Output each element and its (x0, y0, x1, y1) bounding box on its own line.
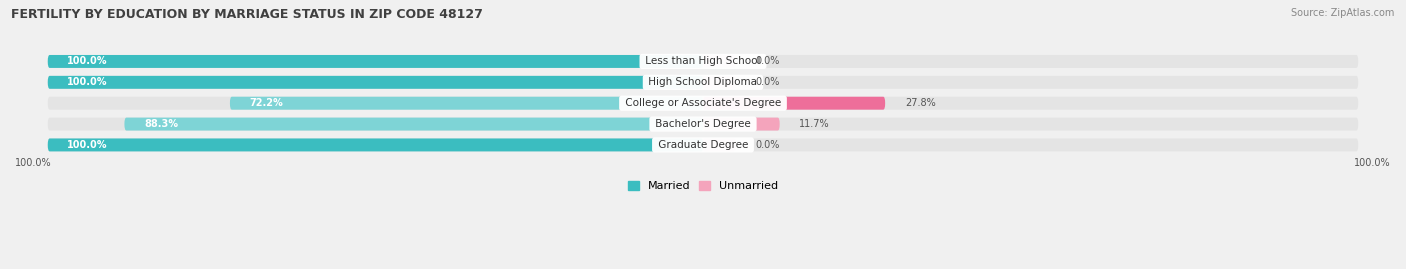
Text: Less than High School: Less than High School (643, 56, 763, 66)
Text: 72.2%: 72.2% (250, 98, 284, 108)
FancyBboxPatch shape (48, 76, 703, 89)
Text: 0.0%: 0.0% (755, 140, 780, 150)
FancyBboxPatch shape (703, 76, 735, 89)
Text: High School Diploma: High School Diploma (645, 77, 761, 87)
FancyBboxPatch shape (48, 139, 703, 151)
FancyBboxPatch shape (48, 55, 1358, 68)
Text: FERTILITY BY EDUCATION BY MARRIAGE STATUS IN ZIP CODE 48127: FERTILITY BY EDUCATION BY MARRIAGE STATU… (11, 8, 484, 21)
Legend: Married, Unmarried: Married, Unmarried (623, 176, 783, 196)
FancyBboxPatch shape (124, 118, 703, 130)
FancyBboxPatch shape (48, 76, 1358, 89)
FancyBboxPatch shape (48, 118, 1358, 130)
FancyBboxPatch shape (703, 55, 735, 68)
Text: 88.3%: 88.3% (143, 119, 179, 129)
Text: 100.0%: 100.0% (1354, 158, 1391, 168)
Text: Graduate Degree: Graduate Degree (655, 140, 751, 150)
Text: 100.0%: 100.0% (67, 77, 108, 87)
Text: 100.0%: 100.0% (67, 56, 108, 66)
Text: 100.0%: 100.0% (15, 158, 52, 168)
Text: 11.7%: 11.7% (800, 119, 830, 129)
Text: Bachelor's Degree: Bachelor's Degree (652, 119, 754, 129)
Text: Source: ZipAtlas.com: Source: ZipAtlas.com (1291, 8, 1395, 18)
Text: College or Associate's Degree: College or Associate's Degree (621, 98, 785, 108)
Text: 27.8%: 27.8% (905, 98, 935, 108)
FancyBboxPatch shape (703, 118, 780, 130)
FancyBboxPatch shape (48, 97, 1358, 110)
FancyBboxPatch shape (703, 139, 735, 151)
Text: 100.0%: 100.0% (67, 140, 108, 150)
Text: 0.0%: 0.0% (755, 56, 780, 66)
FancyBboxPatch shape (703, 97, 886, 110)
FancyBboxPatch shape (231, 97, 703, 110)
FancyBboxPatch shape (48, 55, 703, 68)
FancyBboxPatch shape (48, 139, 1358, 151)
Text: 0.0%: 0.0% (755, 77, 780, 87)
